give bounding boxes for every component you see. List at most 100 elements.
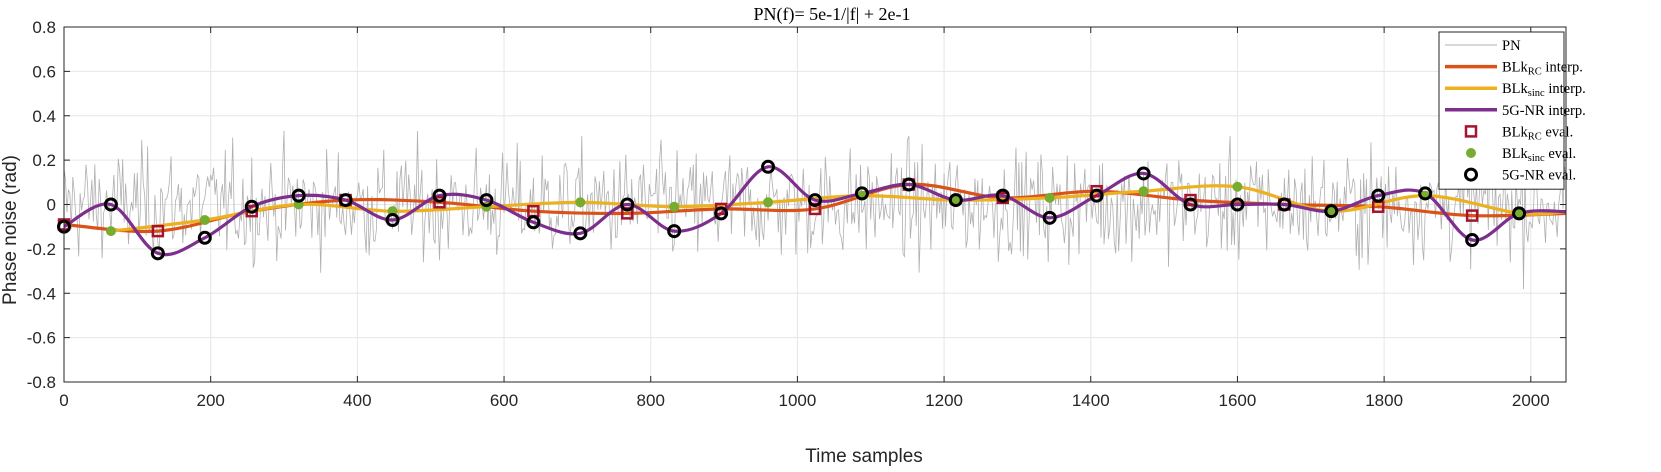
legend-swatch xyxy=(1466,148,1476,158)
x-tick-label: 1000 xyxy=(778,391,816,410)
blk-sinc-eval-point xyxy=(669,201,680,212)
nr-eval-point xyxy=(385,213,400,228)
y-tick-label: 0 xyxy=(47,196,56,215)
nr-eval-point xyxy=(667,224,682,239)
blk-sinc-eval-point xyxy=(950,195,961,206)
x-tick-label: 200 xyxy=(196,391,224,410)
legend-label: 5G-NR interp. xyxy=(1502,103,1586,119)
x-tick-label: 600 xyxy=(490,391,518,410)
plot-area xyxy=(57,130,1566,290)
nr-eval-point xyxy=(1183,197,1198,212)
blk-rc-eval-point xyxy=(1465,209,1479,222)
y-tick-label: 0.8 xyxy=(32,18,56,37)
nr-eval-point xyxy=(901,177,916,192)
nr-eval-point xyxy=(948,193,963,208)
y-tick-label: -0.6 xyxy=(27,329,56,348)
y-axis-label: Phase noise (rad) xyxy=(0,155,21,305)
x-axis-label: Time samples xyxy=(805,446,923,467)
blk-sinc-eval-point xyxy=(1514,208,1525,219)
legend-label-main: BLk xyxy=(1502,81,1529,97)
chart-title: PN(f)= 5e-1/|f| + 2e-1 xyxy=(754,4,911,25)
nr-eval-point xyxy=(1136,166,1151,181)
y-tick-label: -0.8 xyxy=(27,373,56,392)
nr-eval-point xyxy=(244,199,259,214)
legend-item-nr-eval: 5G-NR eval. xyxy=(1464,167,1576,184)
nr-eval-point xyxy=(1418,186,1433,201)
legend-item-blk-sinc: BLksinc interp. xyxy=(1445,81,1586,99)
nr-interp-line xyxy=(64,165,1566,257)
legend-label: BLksinc interp. xyxy=(1502,81,1586,99)
legend-label-suffix: interp. xyxy=(1542,60,1583,76)
x-tick-label: 1200 xyxy=(925,391,963,410)
legend-item-blk-rc: BLkRC interp. xyxy=(1445,60,1583,78)
y-tick-label: 0.4 xyxy=(32,107,56,126)
ticks: 0 200 400 600 800 1000 1200 1400 1600 1800 2000 -0.… xyxy=(27,18,1566,410)
nr-eval-point xyxy=(761,159,776,174)
x-tick-label: 400 xyxy=(343,391,371,410)
nr-eval-point xyxy=(1277,197,1292,212)
legend-label-suffix: eval. xyxy=(1545,146,1576,162)
x-tick-label: 2000 xyxy=(1512,391,1550,410)
legend-label-main: PN xyxy=(1502,38,1521,54)
blk-rc-eval-point xyxy=(433,196,446,209)
legend-label: PN xyxy=(1502,38,1521,54)
nr-eval-point xyxy=(995,188,1010,203)
legend-item-pn: PN xyxy=(1445,38,1521,54)
legend-label: BLkRC interp. xyxy=(1502,60,1583,78)
nr-eval-point xyxy=(854,186,869,201)
legend-label-main: BLk xyxy=(1502,146,1529,162)
legend-label-main: BLk xyxy=(1502,60,1529,76)
nr-eval-point xyxy=(620,197,635,212)
legend-item-nr: 5G-NR interp. xyxy=(1445,103,1586,119)
blk-sinc-eval-point xyxy=(1138,186,1149,197)
y-tick-label: -0.4 xyxy=(27,284,56,303)
x-tick-label: 0 xyxy=(59,391,68,410)
y-tick-label: -0.2 xyxy=(27,240,56,259)
legend-label-sub: RC xyxy=(1528,131,1542,142)
blk-sinc-eval-point xyxy=(105,226,116,237)
legend-label: 5G-NR eval. xyxy=(1502,168,1576,184)
legend-item-blk-rc-eval: BLkRC eval. xyxy=(1464,124,1573,142)
legend-label-sub: sinc xyxy=(1528,153,1545,164)
nr-eval-point xyxy=(197,230,212,245)
legend-label: BLksinc eval. xyxy=(1502,146,1576,164)
nr-eval-point xyxy=(526,215,541,230)
nr-eval-point xyxy=(479,193,494,208)
legend-swatch xyxy=(1464,167,1478,182)
legend-label-main: 5G-NR eval. xyxy=(1502,168,1576,184)
nr-eval-point xyxy=(150,246,165,261)
blk-sinc-eval-point xyxy=(199,215,210,226)
legend-label-main: BLk xyxy=(1502,124,1529,140)
y-tick-label: 0.6 xyxy=(32,62,56,81)
blk-sinc-eval-point xyxy=(1232,181,1243,192)
blk-sinc-eval-point xyxy=(575,197,586,208)
legend-label-main: 5G-NR interp. xyxy=(1502,103,1586,119)
legend-swatch xyxy=(1464,125,1478,138)
legend-label-sub: sinc xyxy=(1528,88,1545,99)
nr-eval-point xyxy=(573,226,588,241)
legend-label-sub: RC xyxy=(1528,67,1542,78)
nr-eval-point xyxy=(291,188,306,203)
nr-eval-point xyxy=(1230,197,1245,212)
nr-eval-point xyxy=(1512,206,1527,221)
nr-eval-point xyxy=(338,193,353,208)
x-tick-label: 1400 xyxy=(1072,391,1110,410)
nr-eval-point xyxy=(103,197,118,212)
y-tick-label: 0.2 xyxy=(32,151,56,170)
nr-eval-point xyxy=(714,206,729,221)
nr-eval-point xyxy=(1465,233,1480,247)
x-tick-label: 1600 xyxy=(1219,391,1257,410)
nr-eval-point xyxy=(1371,188,1386,203)
nr-eval-point xyxy=(1324,204,1339,219)
blk-sinc-eval-point xyxy=(763,197,774,208)
blk-rc-eval-point xyxy=(621,207,634,220)
nr-eval-point xyxy=(1089,188,1104,203)
legend-label: BLkRC eval. xyxy=(1502,124,1573,142)
blk-rc-interp-line xyxy=(64,182,1566,234)
x-tick-label: 1800 xyxy=(1365,391,1403,410)
legend-item-blk-sinc-eval: BLksinc eval. xyxy=(1466,146,1576,164)
legend-label-suffix: interp. xyxy=(1545,81,1586,97)
